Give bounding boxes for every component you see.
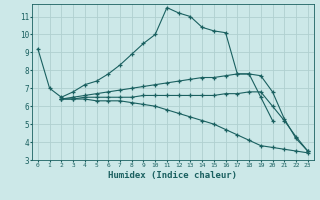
X-axis label: Humidex (Indice chaleur): Humidex (Indice chaleur) (108, 171, 237, 180)
